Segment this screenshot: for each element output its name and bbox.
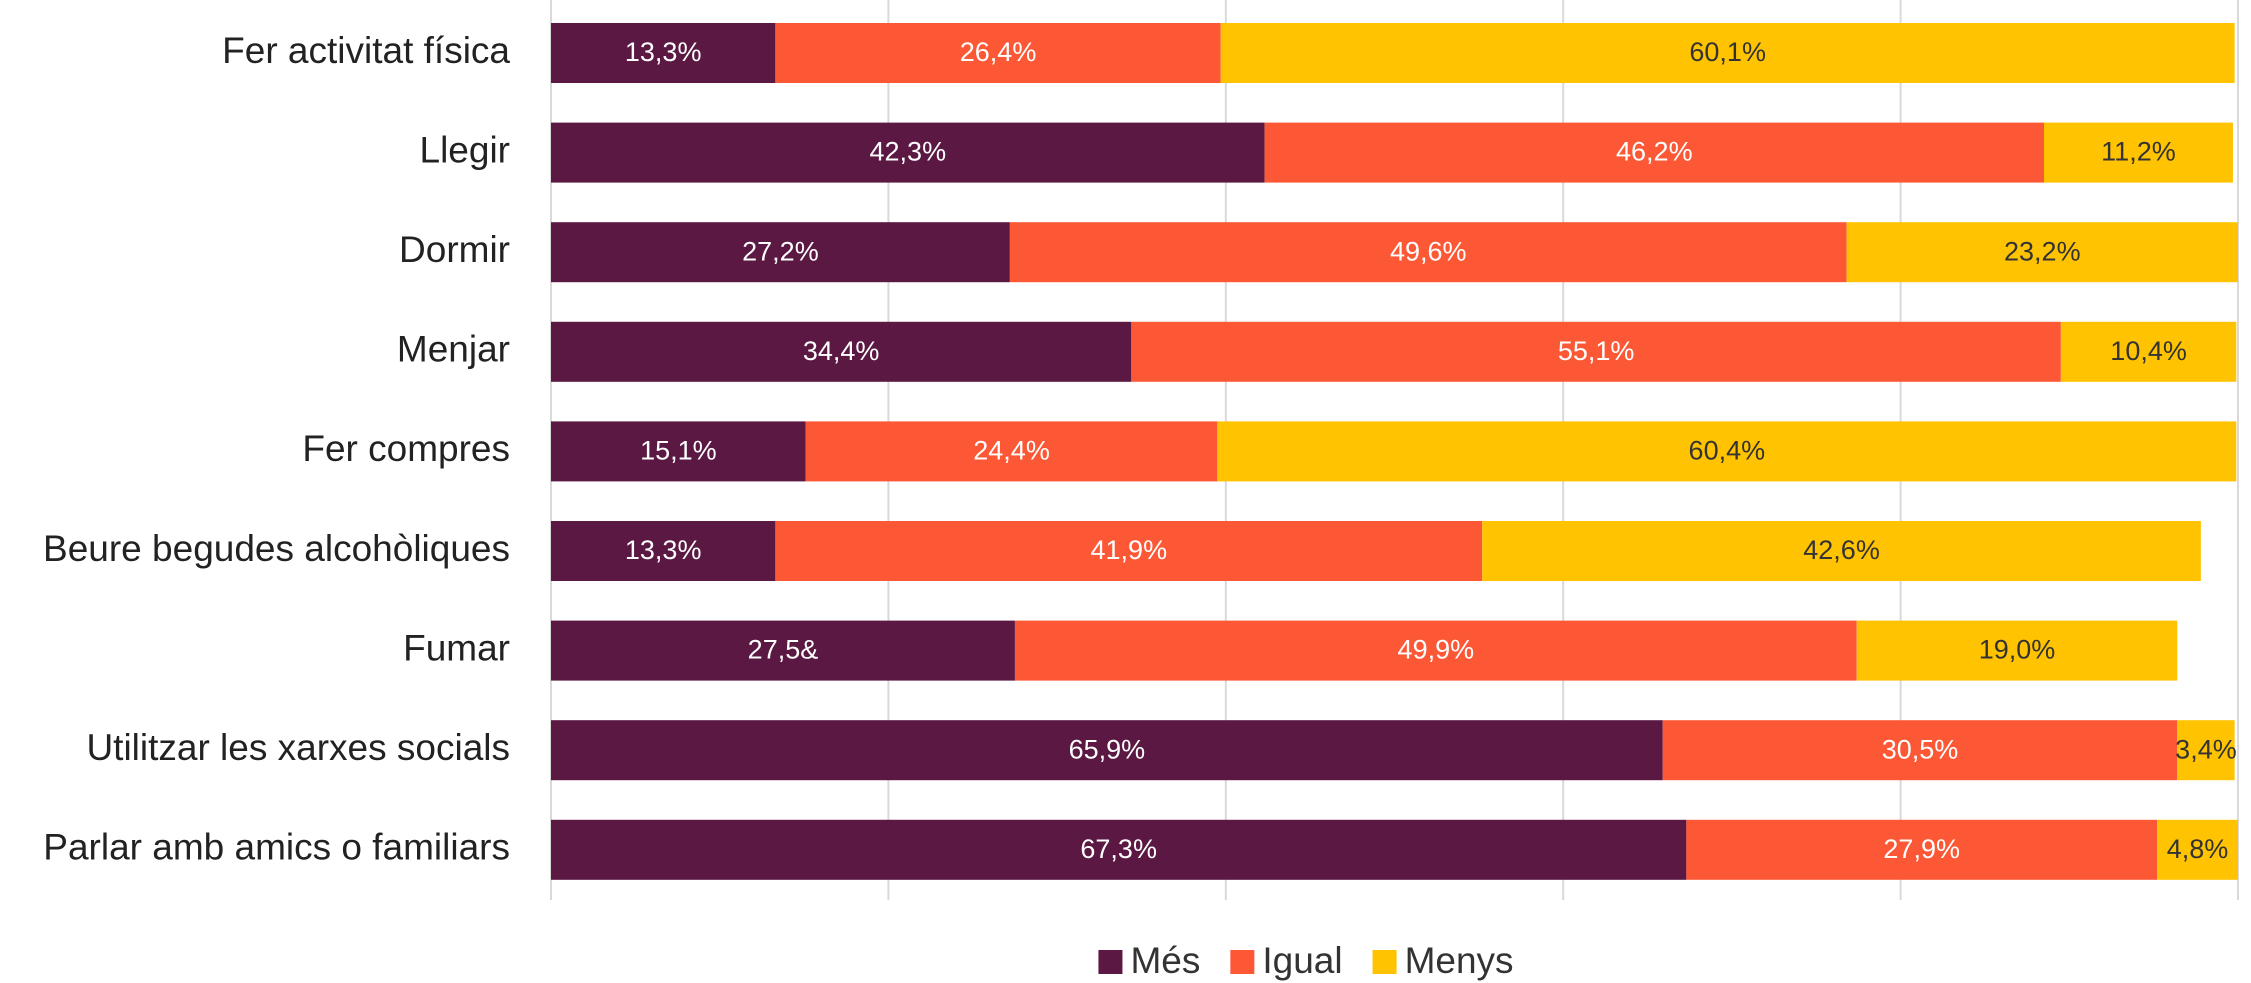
data-label: 55,1% xyxy=(1558,336,1635,366)
data-label: 60,1% xyxy=(1689,37,1766,67)
bar-segment xyxy=(551,321,1132,382)
data-label: 42,6% xyxy=(1803,535,1880,565)
bar-segment xyxy=(2043,122,2233,183)
data-label: 46,2% xyxy=(1616,137,1693,167)
category-label: Fumar xyxy=(403,627,510,668)
data-label: 26,4% xyxy=(960,37,1037,67)
data-label: 34,4% xyxy=(803,336,880,366)
category-label: Fer activitat física xyxy=(222,30,510,71)
bar-segment xyxy=(1856,620,2178,681)
data-label: 30,5% xyxy=(1882,734,1959,764)
bar-segment xyxy=(1009,222,1847,283)
bar-segment xyxy=(1014,620,1857,681)
data-label: 49,9% xyxy=(1398,635,1475,665)
legend-label: Més xyxy=(1130,940,1200,981)
data-label: 67,3% xyxy=(1080,834,1157,864)
category-label: Beure begudes alcohòliques xyxy=(43,528,510,569)
legend-label: Menys xyxy=(1405,940,1514,981)
bar-segment xyxy=(1686,819,2158,880)
data-label: 42,3% xyxy=(870,137,947,167)
bar-segment xyxy=(551,421,806,482)
category-label: Menjar xyxy=(397,329,510,370)
bar-segment xyxy=(775,23,1221,83)
category-label: Parlar amb amics o familiars xyxy=(43,827,510,868)
legend-swatch xyxy=(1230,950,1255,974)
data-label: 27,5& xyxy=(748,635,819,665)
bar-segment xyxy=(2060,321,2237,382)
data-label: 41,9% xyxy=(1091,535,1168,565)
data-label: 27,9% xyxy=(1883,834,1960,864)
bar-segment xyxy=(551,819,1687,880)
data-label: 65,9% xyxy=(1069,734,1146,764)
bar-segment xyxy=(2157,819,2238,880)
bar-segment xyxy=(551,23,776,83)
bar-segment xyxy=(1264,122,2044,183)
category-label: Dormir xyxy=(399,229,510,270)
bar-segment xyxy=(551,720,1663,781)
bar-segment xyxy=(1131,321,2061,382)
legend-swatch xyxy=(1372,950,1397,974)
data-label: 13,3% xyxy=(625,535,702,565)
data-label: 27,2% xyxy=(742,236,819,266)
data-label: 11,2% xyxy=(2101,137,2176,167)
category-label: Utilitzar les xarxes socials xyxy=(86,727,510,768)
data-label: 24,4% xyxy=(973,436,1050,466)
bar-segment xyxy=(1482,521,2201,581)
bar-segment xyxy=(551,122,1265,183)
data-label: 4,8% xyxy=(2167,834,2229,864)
data-label: 3,4% xyxy=(2175,734,2237,764)
bar-segment xyxy=(551,222,1010,283)
category-label: Llegir xyxy=(420,129,511,170)
bar-segment xyxy=(1220,23,2235,83)
bar-segment xyxy=(551,620,1015,681)
bar-segment xyxy=(1662,720,2178,781)
legend-swatch xyxy=(1098,950,1123,974)
legend-label: Igual xyxy=(1262,940,1342,981)
bar-segment xyxy=(551,521,776,581)
data-label: 23,2% xyxy=(2004,236,2081,266)
bar-segment xyxy=(805,421,1218,482)
data-label: 13,3% xyxy=(625,37,702,67)
bar-segment xyxy=(1217,421,2237,482)
data-label: 19,0% xyxy=(1979,635,2056,665)
bar-segment xyxy=(2177,720,2235,781)
category-label: Fer compres xyxy=(302,428,510,469)
data-label: 10,4% xyxy=(2110,336,2187,366)
bar-segment xyxy=(775,521,1483,581)
bar-segment xyxy=(1846,222,2238,283)
data-label: 60,4% xyxy=(1689,436,1766,466)
data-label: 49,6% xyxy=(1390,236,1467,266)
data-label: 15,1% xyxy=(640,436,717,466)
